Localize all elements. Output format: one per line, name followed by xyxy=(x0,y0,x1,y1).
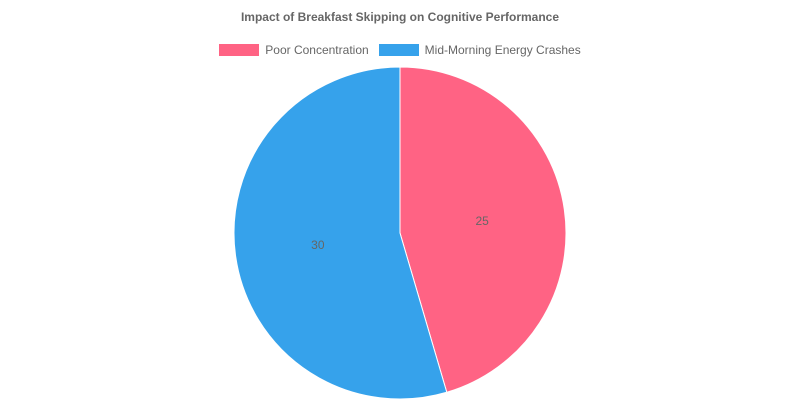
pie-slices xyxy=(233,66,567,400)
legend: Poor Concentration Mid-Morning Energy Cr… xyxy=(0,43,800,57)
pie-slice-poor-concentration[interactable] xyxy=(399,66,567,393)
legend-item-energy-crashes[interactable]: Mid-Morning Energy Crashes xyxy=(378,43,581,57)
slice-label-poor-concentration: 25 xyxy=(475,214,489,228)
slice-label-energy-crashes: 30 xyxy=(311,238,325,252)
legend-item-poor-concentration[interactable]: Poor Concentration xyxy=(219,43,369,57)
legend-swatch-poor-concentration xyxy=(219,44,260,56)
legend-swatch-energy-crashes xyxy=(378,44,419,56)
pie-labels: 25 30 xyxy=(311,214,489,252)
legend-label-energy-crashes: Mid-Morning Energy Crashes xyxy=(424,43,581,57)
chart-title: Impact of Breakfast Skipping on Cognitiv… xyxy=(240,10,560,24)
pie-slice-energy-crashes[interactable] xyxy=(233,66,448,400)
legend-label-poor-concentration: Poor Concentration xyxy=(265,43,369,57)
